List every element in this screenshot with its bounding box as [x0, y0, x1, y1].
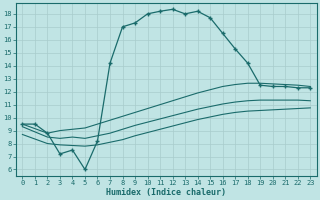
X-axis label: Humidex (Indice chaleur): Humidex (Indice chaleur)	[106, 188, 226, 197]
